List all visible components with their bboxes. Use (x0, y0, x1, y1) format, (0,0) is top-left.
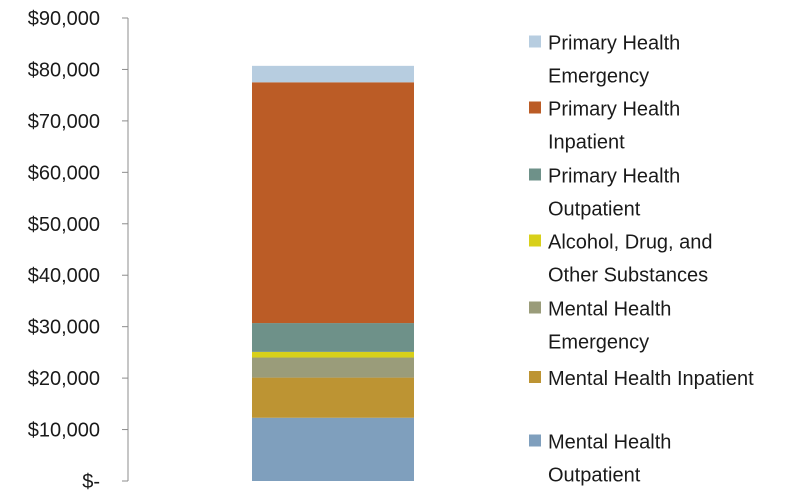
y-tick-label: $- (82, 471, 100, 491)
legend-item-mental-health-emergency: Mental Health Emergency (529, 299, 671, 354)
bar-segment-primary-health-outpatient (252, 323, 414, 352)
y-tick-label: $70,000 (28, 111, 100, 133)
legend-label: Mental Health Inpatient (548, 368, 754, 390)
legend-label: Mental Health (548, 432, 671, 454)
bar-segment-alcohol-drug-and-other-substances (252, 351, 414, 358)
legend-swatch (529, 101, 541, 114)
y-tick-label: $90,000 (28, 8, 100, 30)
legend-label: Alcohol, Drug, and (548, 232, 713, 254)
y-tick-label: $30,000 (28, 317, 100, 339)
legend-item-mental-health-outpatient: Mental Health Outpatient (529, 432, 671, 487)
legend-item-mental-health-inpatient: Mental Health Inpatient (529, 368, 754, 390)
legend-item-alcohol-drug-and-other-substances: Alcohol, Drug, and Other Substances (529, 232, 713, 287)
legend-label: Emergency (548, 332, 649, 354)
legend-label: Primary Health (548, 166, 680, 188)
y-tick-label: $80,000 (28, 59, 100, 81)
y-tick-label: $40,000 (28, 265, 100, 287)
legend-label: Mental Health (548, 299, 671, 321)
y-tick-label: $10,000 (28, 420, 100, 442)
legend-swatch (529, 234, 541, 247)
legend-label: Outpatient (548, 199, 641, 221)
legend-label: Inpatient (548, 132, 625, 154)
bar-segment-mental-health-emergency (252, 357, 414, 378)
y-tick-label: $60,000 (28, 162, 100, 184)
legend-swatch (529, 434, 541, 447)
legend-item-primary-health-outpatient: Primary Health Outpatient (529, 166, 680, 221)
legend-label: Outpatient (548, 465, 641, 487)
bar-segment-mental-health-outpatient (252, 417, 414, 481)
legend-swatch (529, 371, 541, 383)
legend-swatch (529, 301, 541, 314)
y-tick-label: $20,000 (28, 368, 100, 390)
legend: Primary Health Emergency Primary Health Inp… (529, 33, 754, 487)
legend-label: Emergency (548, 66, 649, 88)
legend-item-primary-health-emergency: Primary Health Emergency (529, 33, 680, 88)
bar-stack (252, 65, 414, 481)
legend-item-primary-health-inpatient: Primary Health Inpatient (529, 99, 680, 154)
legend-label: Primary Health (548, 99, 680, 121)
bar-segment-primary-health-inpatient (252, 82, 414, 324)
legend-label: Primary Health (548, 33, 680, 55)
legend-label: Other Substances (548, 265, 708, 287)
legend-swatch (529, 35, 541, 48)
y-axis: $- $10,000 $20,000 $30,000 $40,000 $50,000 $60… (28, 8, 129, 493)
bar-segment-mental-health-inpatient (252, 377, 414, 418)
legend-swatch (529, 168, 541, 181)
bar-segment-primary-health-emergency (252, 65, 414, 83)
y-tick-label: $50,000 (28, 214, 100, 236)
